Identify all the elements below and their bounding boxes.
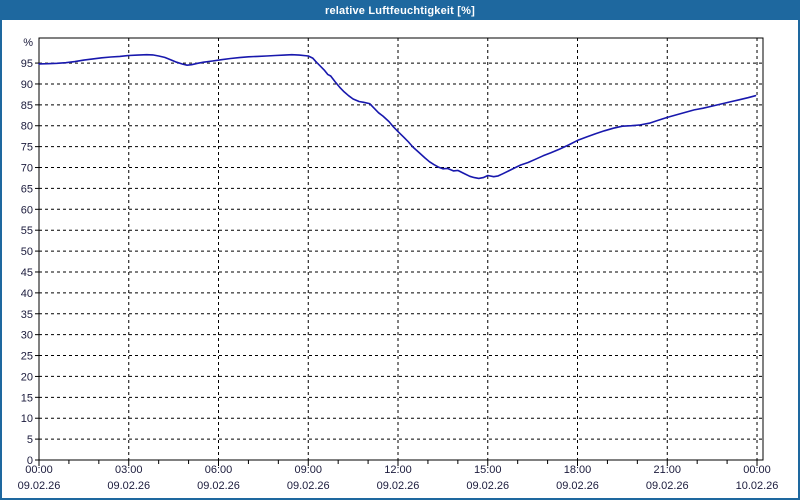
y-tick-label: 40 — [21, 288, 33, 300]
y-tick-label: 35 — [21, 309, 33, 321]
y-tick-label: 80 — [21, 121, 33, 133]
y-tick-label: 90 — [21, 79, 33, 91]
y-tick-label: 0 — [27, 455, 33, 467]
window-title: relative Luftfeuchtigkeit [%] — [324, 5, 476, 17]
y-tick-label: 65 — [21, 183, 33, 195]
plot-border — [38, 37, 764, 461]
window-titlebar: relative Luftfeuchtigkeit [%] — [2, 2, 798, 20]
x-tick-time-label: 15:00 — [474, 464, 502, 476]
x-tick-date-label: 09.02.26 — [377, 480, 420, 492]
x-tick-date-label: 09.02.26 — [197, 480, 240, 492]
x-tick-time-label: 06:00 — [205, 464, 233, 476]
y-tick-label: 60 — [21, 204, 33, 216]
x-tick-date-label: 09.02.26 — [466, 480, 509, 492]
x-tick-time-label: 03:00 — [115, 464, 143, 476]
y-tick-label: 5 — [27, 434, 33, 446]
x-tick-time-label: 09:00 — [294, 464, 322, 476]
y-tick-label: 45 — [21, 267, 33, 279]
y-tick-label: 70 — [21, 163, 33, 175]
y-tick-label: 95 — [21, 58, 33, 70]
x-tick-date-label: 09.02.26 — [556, 480, 599, 492]
x-tick-time-label: 00:00 — [25, 464, 53, 476]
chart-canvas: 0 5 10 15 20 25 30 35 40 45 50 55 60 65 70 75 80 85 90 95% 0… — [18, 37, 779, 492]
x-tick-date-label: 09.02.26 — [287, 480, 330, 492]
y-tick-label: 50 — [21, 246, 33, 258]
y-axis-unit-label: % — [23, 37, 33, 49]
y-tick-label: 30 — [21, 330, 33, 342]
humidity-line — [38, 53, 757, 180]
humidity-chart: 0 5 10 15 20 25 30 35 40 45 50 55 60 65 70 75 80 85 90 95% 0… — [2, 20, 798, 498]
x-tick-date-label: 09.02.26 — [107, 480, 150, 492]
y-tick-label: 55 — [21, 225, 33, 237]
x-tick-date-label: 09.02.26 — [646, 480, 689, 492]
x-tick-time-label: 00:00 — [743, 464, 771, 476]
y-tick-label: 15 — [21, 392, 33, 404]
y-tick-label: 10 — [21, 413, 33, 425]
x-tick-date-label: 09.02.26 — [18, 480, 61, 492]
y-tick-label: 85 — [21, 100, 33, 112]
x-tick-time-label: 18:00 — [564, 464, 592, 476]
x-tick-date-label: 10.02.26 — [736, 480, 779, 492]
x-tick-time-label: 21:00 — [653, 464, 681, 476]
y-tick-label: 20 — [21, 371, 33, 383]
x-tick-time-label: 12:00 — [384, 464, 412, 476]
y-tick-label: 25 — [21, 351, 33, 363]
y-tick-label: 75 — [21, 142, 33, 154]
